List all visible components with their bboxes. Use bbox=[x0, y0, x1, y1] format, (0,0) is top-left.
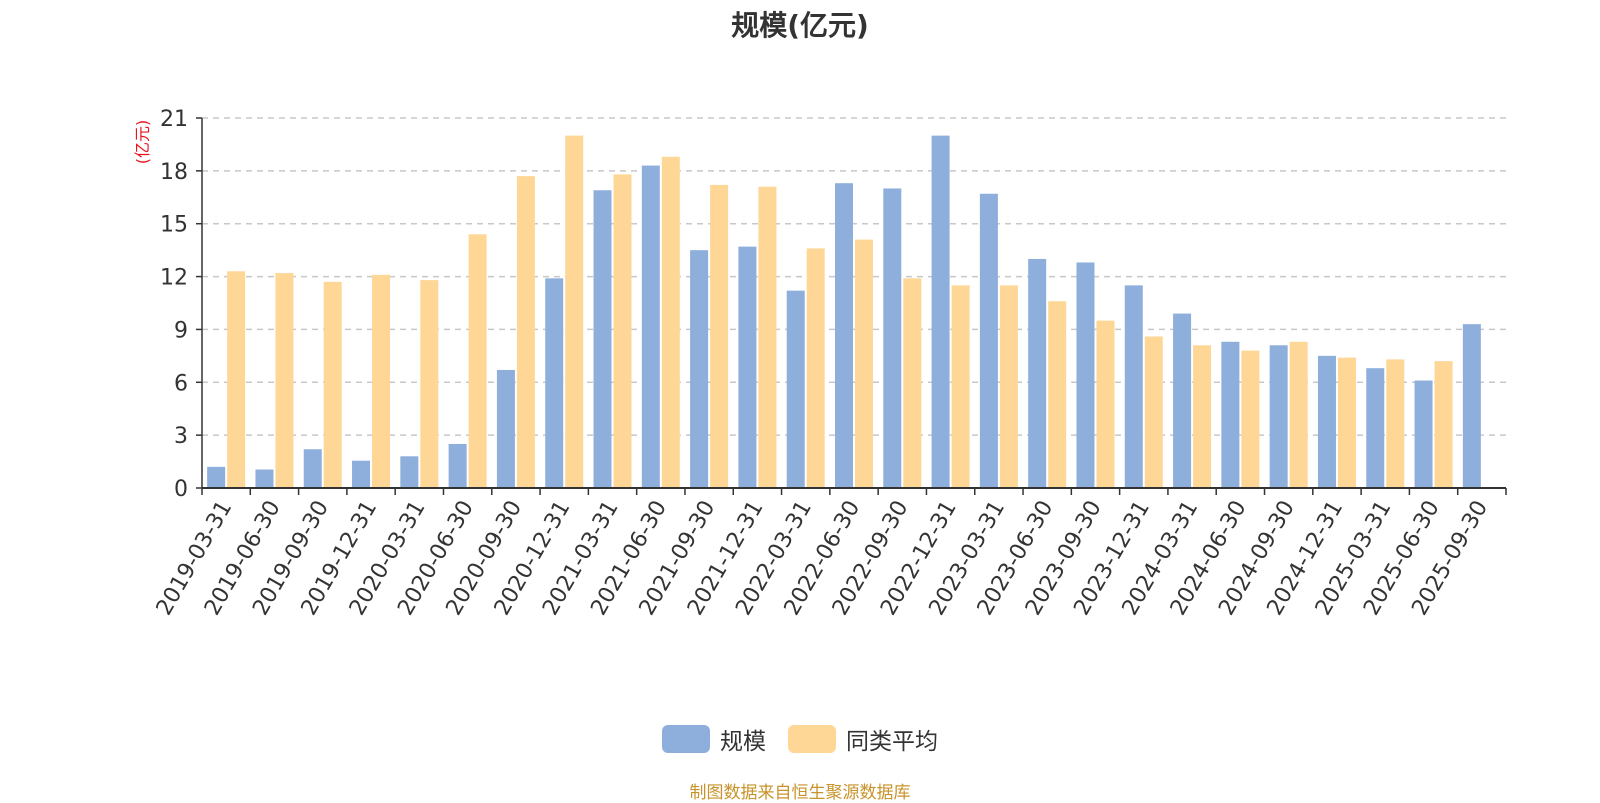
bar-series1[interactable] bbox=[1124, 285, 1143, 488]
bar-series1[interactable] bbox=[448, 443, 467, 488]
bar-series2[interactable] bbox=[372, 274, 391, 488]
bar-series1[interactable] bbox=[207, 466, 226, 488]
legend-swatch-series2 bbox=[788, 725, 836, 753]
bar-series2[interactable] bbox=[710, 184, 729, 488]
bar-series1[interactable] bbox=[641, 165, 660, 489]
legend-swatch-series1 bbox=[662, 725, 710, 753]
bar-series2[interactable] bbox=[468, 234, 487, 488]
chart-title: 规模(亿元) bbox=[731, 9, 869, 42]
bar-series2[interactable] bbox=[806, 248, 825, 488]
data-source-note: 制图数据来自恒生聚源数据库 bbox=[689, 783, 911, 803]
y-tick-label: 9 bbox=[174, 318, 188, 343]
bar-series1[interactable] bbox=[1028, 258, 1047, 488]
bar-series1[interactable] bbox=[835, 183, 853, 488]
bar-series2[interactable] bbox=[758, 186, 777, 488]
bar-series1[interactable] bbox=[400, 456, 419, 488]
bar-series2[interactable] bbox=[227, 271, 246, 488]
bar-series2[interactable] bbox=[1241, 350, 1260, 488]
y-tick-label: 15 bbox=[160, 213, 188, 238]
y-axis-unit-label: (亿元) bbox=[133, 120, 152, 165]
legend: 规模 同类平均 bbox=[0, 722, 1600, 756]
bar-series2[interactable] bbox=[1434, 361, 1453, 488]
bar-series1[interactable] bbox=[255, 469, 274, 489]
bar-series2[interactable] bbox=[903, 278, 922, 488]
y-tick-label: 3 bbox=[174, 424, 188, 449]
bar-series1[interactable] bbox=[1462, 324, 1481, 488]
y-tick-label: 6 bbox=[174, 371, 188, 396]
bar-series2[interactable] bbox=[1096, 320, 1115, 488]
bar-series1[interactable] bbox=[738, 246, 757, 488]
bar-series2[interactable] bbox=[951, 285, 970, 488]
bar-series2[interactable] bbox=[565, 135, 584, 488]
bar-series2[interactable] bbox=[1289, 341, 1308, 488]
bar-series1[interactable] bbox=[1221, 341, 1240, 488]
bar-series2[interactable] bbox=[661, 156, 680, 488]
legend-label-series2: 同类平均 bbox=[846, 729, 938, 755]
legend-item-series1[interactable]: 规模 bbox=[662, 722, 766, 756]
bar-series1[interactable] bbox=[1076, 262, 1095, 488]
bar-series2[interactable] bbox=[420, 280, 439, 488]
bar-series1[interactable] bbox=[786, 290, 805, 488]
bar-series2[interactable] bbox=[1193, 345, 1212, 488]
bar-series2[interactable] bbox=[516, 176, 535, 488]
bar-series1[interactable] bbox=[1269, 345, 1288, 488]
bar-series1[interactable] bbox=[303, 449, 322, 488]
bar-series1[interactable] bbox=[690, 250, 709, 488]
y-tick-label: 0 bbox=[174, 477, 188, 502]
bar-series2[interactable] bbox=[1386, 359, 1405, 488]
bar-series2[interactable] bbox=[1144, 336, 1163, 488]
legend-item-series2[interactable]: 同类平均 bbox=[788, 722, 938, 756]
bars bbox=[207, 135, 1481, 489]
bar-series1[interactable] bbox=[883, 188, 902, 488]
y-tick-label: 12 bbox=[160, 266, 188, 291]
legend-label-series1: 规模 bbox=[720, 729, 766, 755]
bar-series1[interactable] bbox=[979, 193, 998, 488]
y-tick-label: 21 bbox=[160, 107, 188, 132]
y-tick-label: 18 bbox=[160, 160, 188, 185]
bar-series2[interactable] bbox=[275, 273, 294, 488]
bar-series1[interactable] bbox=[1317, 355, 1336, 488]
bar-series1[interactable] bbox=[352, 460, 371, 488]
bar-series1[interactable] bbox=[1173, 313, 1192, 488]
bar-series1[interactable] bbox=[1366, 368, 1385, 488]
grid-lines bbox=[202, 117, 1506, 436]
bar-series2[interactable] bbox=[999, 285, 1018, 488]
bar-series1[interactable] bbox=[931, 135, 950, 488]
bar-series1[interactable] bbox=[496, 369, 515, 488]
bar-series2[interactable] bbox=[855, 239, 873, 488]
bar-series2[interactable] bbox=[1048, 301, 1067, 488]
bar-series2[interactable] bbox=[1337, 357, 1356, 488]
bar-series2[interactable] bbox=[613, 174, 632, 488]
bar-series2[interactable] bbox=[323, 281, 342, 488]
bar-series1[interactable] bbox=[1414, 380, 1433, 488]
bar-series1[interactable] bbox=[545, 278, 564, 488]
bar-series1[interactable] bbox=[593, 190, 612, 488]
